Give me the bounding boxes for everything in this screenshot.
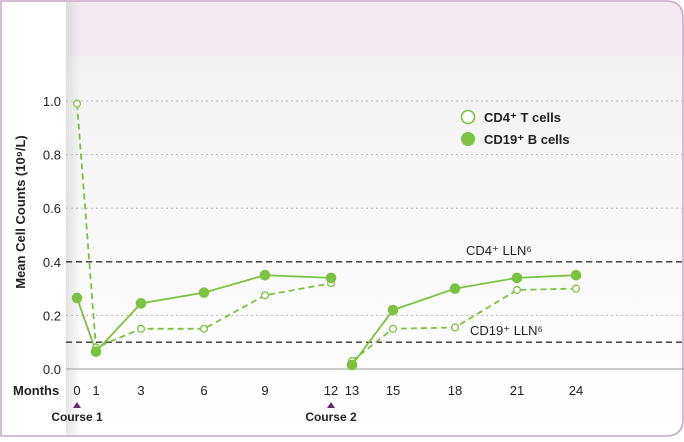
course-markers: Course 1 Course 2 (51, 402, 357, 424)
y-tick-label: 0.2 (43, 308, 61, 323)
data-point (199, 324, 209, 333)
x-axis-ticks: 0 1 3 6 9 12 13 15 18 21 24 (73, 383, 583, 398)
header-band (66, 1, 683, 56)
legend-marker-cd19 (461, 132, 475, 146)
x-tick-label: 1 (92, 383, 99, 398)
x-tick-label: 24 (569, 383, 583, 398)
data-point (72, 99, 82, 108)
x-tick-label: 21 (510, 383, 524, 398)
x-tick-label: 0 (73, 383, 80, 398)
series-line (76, 103, 332, 349)
threshold-label: CD4⁺ LLN⁶ (466, 243, 532, 258)
x-tick-label: 13 (345, 383, 359, 398)
y-tick-label: 0.0 (43, 362, 61, 377)
data-point (388, 324, 398, 333)
threshold-label: CD19⁺ LLN⁶ (470, 323, 543, 338)
y-axis-label: Mean Cell Counts (10⁹/L) (13, 135, 28, 289)
x-tick-label: 12 (324, 383, 338, 398)
legend: CD4⁺ T cells CD19⁺ B cells (460, 109, 570, 147)
data-point (511, 272, 523, 284)
left-shadow (66, 1, 80, 436)
data-point (449, 283, 461, 294)
data-point (259, 269, 271, 281)
y-tick-label: 0.6 (43, 201, 61, 216)
course-marker-triangle (73, 402, 81, 408)
data-point (346, 359, 358, 371)
y-tick-label: 0.8 (43, 148, 61, 163)
data-point (387, 304, 399, 316)
legend-label-cd19: CD19⁺ B cells (484, 132, 570, 147)
course-marker-label: Course 2 (305, 410, 357, 424)
data-point (325, 272, 337, 284)
x-tick-label: 18 (448, 383, 462, 398)
data-point (260, 291, 270, 300)
data-point (90, 346, 102, 357)
legend-label-cd4: CD4⁺ T cells (484, 110, 561, 125)
course-marker-label: Course 1 (51, 410, 103, 424)
x-tick-label: 15 (386, 383, 400, 398)
data-point (450, 323, 460, 332)
x-tick-label: 6 (200, 383, 207, 398)
y-tick-label: 1.0 (43, 94, 61, 109)
data-point (136, 324, 146, 333)
data-point (512, 285, 522, 294)
x-tick-label: 9 (261, 383, 268, 398)
data-point (71, 292, 83, 304)
data-point (135, 298, 147, 309)
x-tick-label: 3 (137, 383, 144, 398)
legend-marker-cd4 (460, 109, 476, 125)
series-line (76, 274, 332, 354)
y-tick-label: 0.4 (43, 255, 61, 270)
series-layer (71, 99, 582, 371)
course-marker-triangle (327, 402, 335, 408)
x-axis-prefix-label: Months (13, 383, 59, 398)
threshold-lines: CD4⁺ LLN⁶ CD19⁺ LLN⁶ (66, 243, 684, 343)
data-point (198, 287, 210, 298)
data-point (571, 284, 581, 293)
y-axis-ticks: 0.0 0.2 0.4 0.6 0.8 1.0 (43, 94, 61, 377)
data-point (570, 269, 582, 281)
left-gutter (1, 1, 66, 436)
